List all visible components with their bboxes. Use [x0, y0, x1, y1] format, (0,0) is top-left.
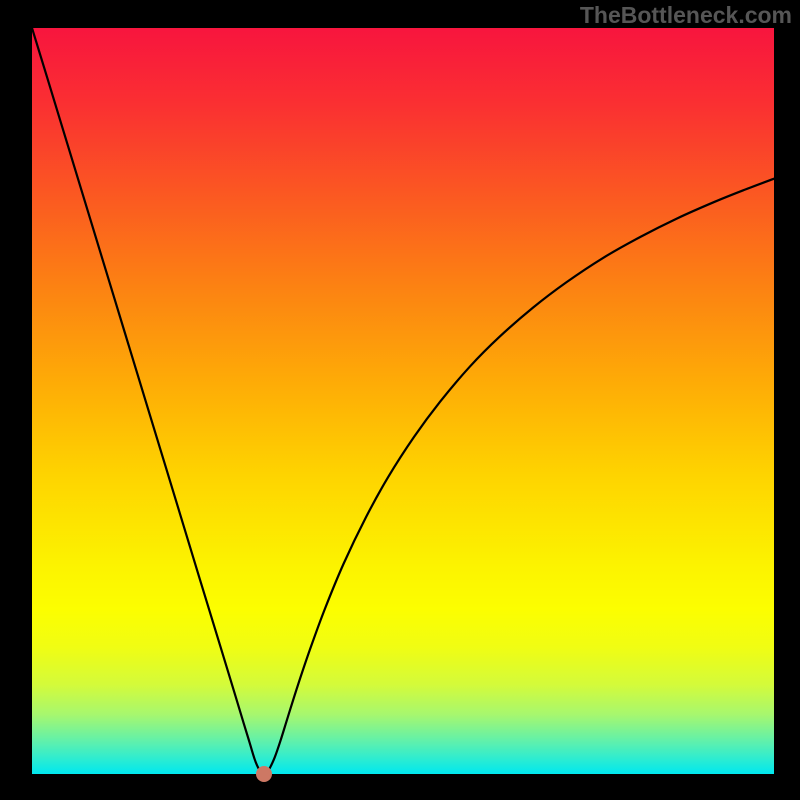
watermark-text: TheBottleneck.com — [580, 2, 792, 29]
gradient-background — [32, 28, 774, 774]
figure-root: { "watermark": { "text": "TheBottleneck.… — [0, 0, 800, 800]
plot-area — [32, 28, 774, 774]
